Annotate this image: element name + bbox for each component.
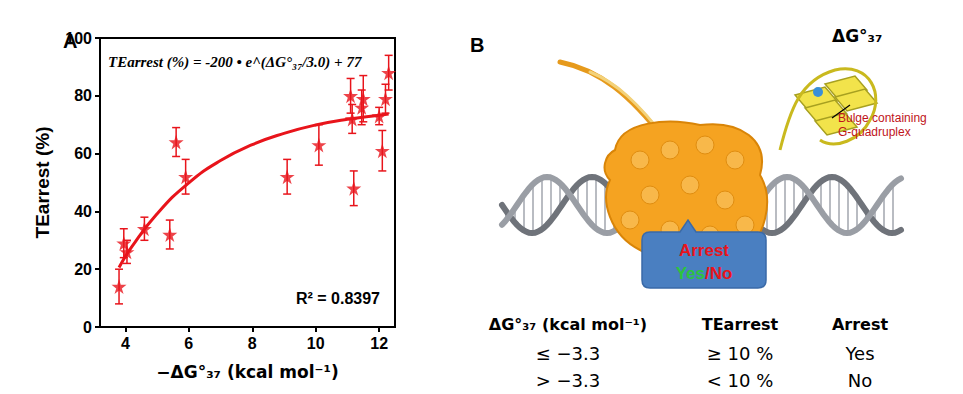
- svg-text:≤ −3.3: ≤ −3.3: [536, 343, 601, 364]
- svg-text:0: 0: [83, 319, 92, 336]
- svg-text:100: 100: [65, 29, 92, 47]
- svg-text:60: 60: [74, 145, 92, 162]
- svg-text:≥ 10 %: ≥ 10 %: [707, 343, 774, 364]
- svg-text:10: 10: [307, 335, 325, 352]
- svg-text:ΔG°₃₇ (kcal mol⁻¹): ΔG°₃₇ (kcal mol⁻¹): [489, 315, 647, 334]
- svg-text:40: 40: [74, 203, 92, 220]
- svg-text:Yes: Yes: [844, 343, 874, 364]
- svg-text:Bulge containingG-quadruplex: Bulge containingG-quadruplex: [838, 111, 927, 139]
- svg-text:−ΔG°₃₇ (kcal mol⁻¹): −ΔG°₃₇ (kcal mol⁻¹): [156, 362, 338, 382]
- svg-text:20: 20: [74, 261, 92, 278]
- svg-text:4: 4: [121, 335, 130, 352]
- svg-text:No: No: [848, 370, 872, 391]
- svg-text:TEarrest (%): TEarrest (%): [32, 127, 53, 239]
- svg-text:> −3.3: > −3.3: [536, 370, 601, 391]
- svg-text:TEarrest (%) = -200 • e^(ΔG°₃₇: TEarrest (%) = -200 • e^(ΔG°₃₇/3.0) + 77: [108, 54, 362, 71]
- svg-text:A: A: [63, 30, 77, 52]
- svg-text:80: 80: [74, 87, 92, 104]
- svg-text:TEarrest: TEarrest: [702, 315, 779, 334]
- svg-text:< 10 %: < 10 %: [707, 370, 774, 391]
- svg-text:Arrest: Arrest: [832, 315, 889, 334]
- svg-text:Yes/No: Yes/No: [676, 264, 733, 283]
- svg-text:R² = 0.8397: R² = 0.8397: [296, 290, 380, 307]
- svg-text:ΔG°₃₇: ΔG°₃₇: [832, 26, 883, 46]
- svg-text:Arrest: Arrest: [679, 241, 729, 260]
- svg-text:6: 6: [184, 335, 193, 352]
- svg-text:12: 12: [370, 335, 388, 352]
- svg-text:8: 8: [248, 335, 257, 352]
- svg-text:B: B: [470, 34, 484, 56]
